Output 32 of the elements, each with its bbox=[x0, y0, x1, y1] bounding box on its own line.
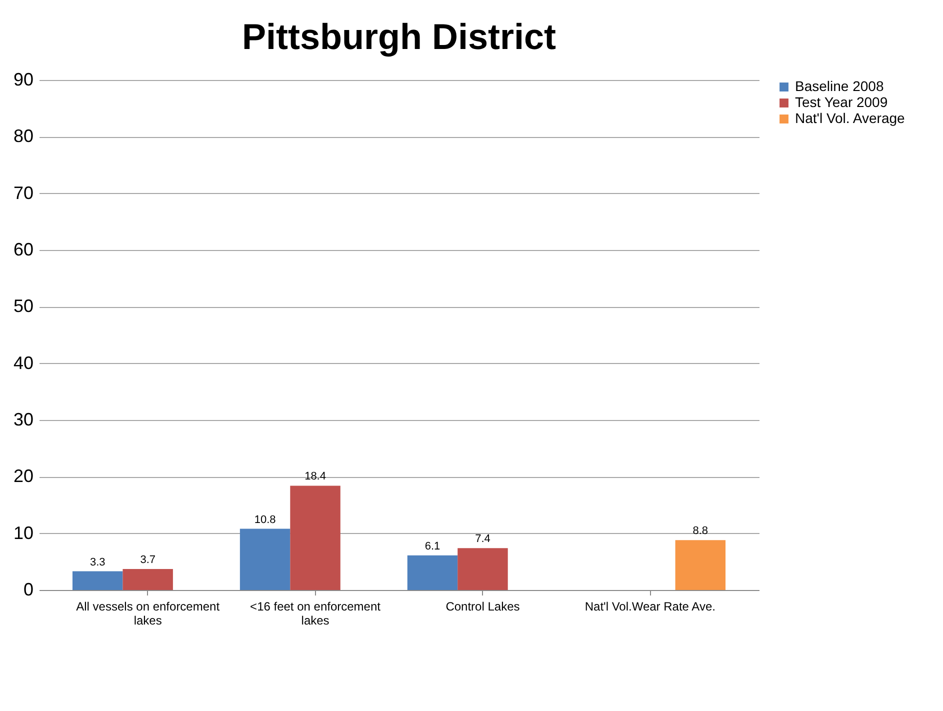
legend-label: Test Year 2009 bbox=[795, 94, 888, 110]
y-tick-label: 0 bbox=[23, 580, 34, 600]
bar bbox=[290, 486, 340, 590]
y-tick-label: 10 bbox=[13, 522, 34, 543]
x-tick-label: All vessels on enforcement lakes bbox=[76, 600, 220, 628]
data-label: 18.4 bbox=[304, 470, 326, 483]
data-label: 7.4 bbox=[475, 533, 490, 546]
data-label: 3.7 bbox=[140, 554, 156, 566]
data-label: 8.8 bbox=[692, 525, 708, 538]
data-label: 10.8 bbox=[254, 514, 276, 526]
y-tick-label: 60 bbox=[13, 240, 34, 260]
y-tick-label: 50 bbox=[13, 296, 34, 316]
x-tick-label: Nat'l Vol.Wear Rate Ave. bbox=[584, 600, 716, 614]
x-tick-label: Control Lakes bbox=[446, 600, 520, 614]
y-tick-label: 20 bbox=[13, 466, 34, 486]
chart-title: Pittsburgh District bbox=[242, 16, 556, 57]
y-tick-label: 70 bbox=[13, 182, 34, 203]
y-tick-label: 40 bbox=[13, 352, 34, 373]
bar bbox=[458, 548, 508, 590]
bar bbox=[407, 555, 458, 590]
bar bbox=[122, 569, 173, 590]
legend-label: Nat'l Vol. Average bbox=[795, 110, 906, 126]
y-tick-label: 80 bbox=[13, 126, 34, 146]
bar bbox=[240, 528, 290, 590]
bar bbox=[675, 540, 726, 590]
bar bbox=[72, 571, 123, 590]
data-label: 3.3 bbox=[90, 556, 106, 568]
x-tick-label: <16 feet on enforcement lakes bbox=[250, 600, 382, 628]
legend-label: Baseline 2008 bbox=[795, 78, 884, 94]
y-tick-label: 90 bbox=[13, 70, 34, 90]
data-label: 6.1 bbox=[424, 540, 440, 552]
y-tick-label: 30 bbox=[13, 410, 34, 430]
